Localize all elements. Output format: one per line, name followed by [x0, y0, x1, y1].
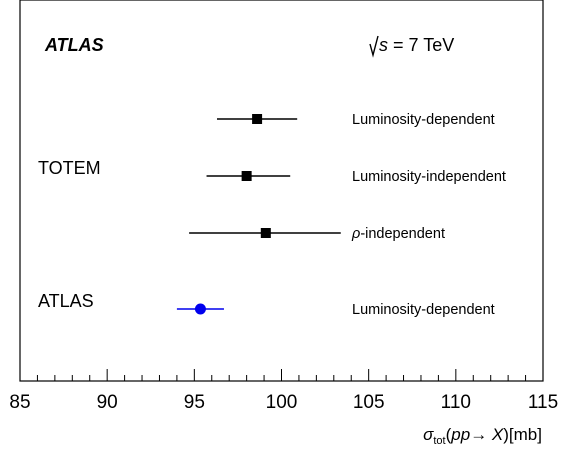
- x-tick-label: 110: [441, 392, 471, 413]
- measurement-4: Luminosity-dependent: [176, 302, 495, 318]
- x-axis-label-process: pp→ X: [450, 425, 504, 444]
- x-axis-label-paren: (: [446, 425, 452, 444]
- measurement-2: Luminosity-independent: [206, 169, 506, 185]
- group-label-totem: TOTEM: [38, 158, 101, 178]
- measurement-label: Luminosity-dependent: [352, 302, 495, 318]
- data-point-square: [252, 114, 263, 124]
- x-tick-label: 90: [97, 392, 118, 413]
- measurement-label: ρ-independent: [351, 226, 445, 242]
- data-point-circle: [194, 303, 206, 315]
- measurement-1: Luminosity-dependent: [216, 112, 495, 128]
- group-labels: TOTEM ATLAS: [38, 158, 101, 311]
- data-point-square: [241, 171, 252, 181]
- measurements: Luminosity-dependent Luminosity-independe…: [176, 112, 506, 318]
- experiment-label: ATLAS: [44, 35, 104, 55]
- plot-frame: [19, 0, 544, 382]
- energy-label: s = 7 TeV: [369, 35, 454, 58]
- measurement-label: Luminosity-dependent: [352, 112, 495, 128]
- x-tick-label: 85: [9, 392, 30, 413]
- x-tick-label: 95: [184, 392, 205, 413]
- x-axis-label-unit: )[mb]: [503, 425, 542, 444]
- svg-text:s = 7 TeV: s = 7 TeV: [379, 35, 454, 55]
- x-tick-label: 105: [353, 392, 385, 413]
- x-axis-label-sigma: σ: [423, 425, 434, 444]
- group-label-atlas: ATLAS: [38, 291, 94, 311]
- x-axis: 85 90 95 100 105 110 115: [9, 369, 558, 413]
- measurement-3: ρ-independent: [189, 226, 445, 242]
- energy-root-symbol: s: [379, 35, 388, 55]
- x-axis-label: σtot(pp→ X)[mb]: [423, 425, 542, 447]
- x-tick-label: 115: [528, 392, 558, 413]
- measurement-label: Luminosity-independent: [352, 169, 506, 185]
- energy-value: = 7 TeV: [388, 35, 454, 55]
- x-axis-label-sub: tot: [433, 435, 445, 447]
- x-tick-label: 100: [266, 392, 298, 413]
- sqrt-sign: [369, 35, 379, 58]
- data-point-square: [260, 228, 271, 238]
